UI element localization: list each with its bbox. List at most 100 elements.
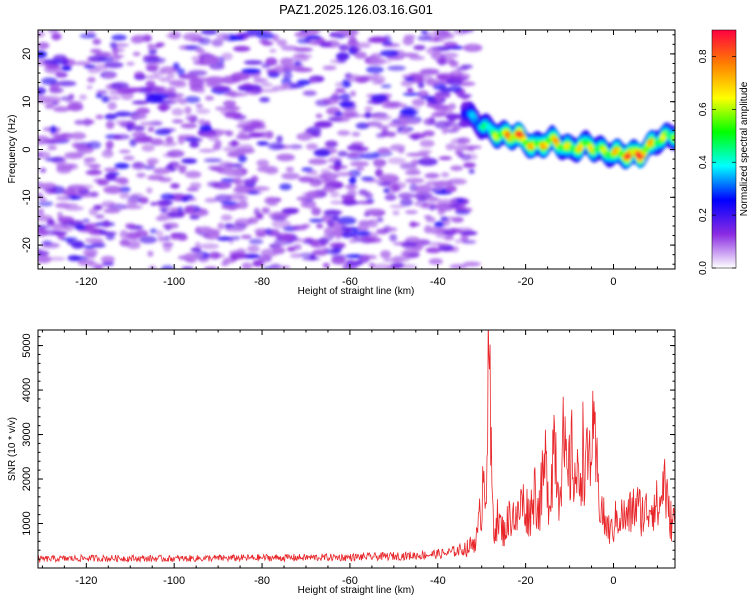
noise-blob: [102, 219, 110, 228]
noise-blob: [123, 155, 135, 161]
noise-blob: [449, 76, 468, 82]
noise-blob: [407, 237, 421, 243]
noise-blob: [82, 248, 98, 257]
noise-blob: [269, 48, 277, 53]
noise-blob: [302, 192, 318, 197]
noise-blob: [117, 178, 129, 186]
spectrogram-signal: [460, 101, 675, 170]
noise-blob: [79, 94, 87, 100]
noise-blob: [364, 208, 384, 214]
noise-blob: [189, 182, 202, 189]
noise-blob: [71, 240, 85, 249]
noise-blob: [289, 253, 303, 259]
noise-blob: [356, 167, 365, 171]
noise-blob: [374, 75, 386, 84]
noise-blob: [184, 96, 201, 104]
noise-blob: [276, 135, 283, 143]
noise-blob: [405, 177, 425, 184]
noise-blob: [166, 73, 176, 79]
noise-blob: [236, 134, 253, 140]
noise-blob: [214, 140, 222, 147]
noise-blob: [460, 30, 474, 33]
noise-blob: [420, 95, 436, 100]
noise-blob: [180, 123, 198, 129]
noise-blob: [414, 201, 421, 206]
noise-blob: [299, 252, 314, 257]
noise-blob: [417, 35, 433, 41]
spectrogram-y-ticks: -20 -10 0 10 20: [21, 34, 675, 265]
noise-blob: [104, 167, 118, 172]
noise-blob: [285, 166, 294, 173]
noise-blob: [259, 78, 269, 83]
noise-blob: [96, 90, 108, 95]
noise-blob: [82, 218, 90, 223]
noise-blob: [402, 92, 421, 96]
noise-blob: [425, 247, 442, 254]
noise-blob: [51, 33, 61, 41]
noise-blob: [261, 63, 271, 69]
noise-blob: [228, 90, 236, 97]
noise-blob: [348, 176, 357, 185]
noise-blob: [422, 152, 430, 161]
noise-blob: [345, 254, 365, 259]
noise-blob: [101, 149, 114, 158]
noise-blob: [294, 61, 302, 67]
noise-blob: [442, 230, 451, 235]
noise-blob: [247, 245, 260, 253]
noise-blob: [159, 66, 177, 74]
noise-blob: [335, 33, 346, 39]
noise-blob: [215, 106, 227, 111]
noise-blob: [240, 234, 252, 239]
noise-blob: [377, 181, 391, 186]
noise-blob: [170, 232, 180, 240]
noise-blob: [160, 193, 175, 200]
noise-blob: [100, 255, 115, 264]
noise-blob: [329, 190, 340, 198]
noise-blob: [330, 200, 344, 205]
noise-blob: [363, 212, 371, 217]
noise-blob: [216, 236, 233, 241]
noise-blob: [411, 134, 420, 141]
noise-blob: [360, 176, 375, 181]
noise-blob: [373, 59, 392, 64]
colorbar-tick-label: 0.4: [698, 155, 709, 169]
noise-blob: [302, 90, 317, 96]
spectrogram-heatmap: [38, 30, 675, 269]
x-tick-label: -40: [430, 575, 446, 587]
noise-blob: [45, 99, 61, 105]
noise-blob: [335, 88, 346, 94]
spectrogram-y-axis-label: Frequency (Hz): [7, 115, 18, 184]
noise-blob: [392, 210, 400, 216]
noise-blob: [279, 265, 291, 269]
noise-blob: [347, 144, 363, 152]
noise-blob: [441, 109, 454, 115]
noise-blob: [136, 107, 150, 115]
noise-blob: [380, 250, 391, 259]
noise-blob: [276, 39, 288, 47]
noise-blob: [281, 77, 292, 86]
noise-blob: [70, 132, 87, 140]
noise-blob: [205, 76, 225, 84]
y-tick-label: -20: [21, 237, 33, 253]
x-tick-label: -100: [163, 575, 185, 587]
noise-blob: [207, 135, 220, 142]
noise-blob: [153, 167, 171, 175]
noise-blob: [462, 261, 481, 267]
noise-blob: [46, 219, 55, 226]
noise-blob: [410, 167, 420, 172]
y-tick-label: 1000: [21, 511, 33, 535]
noise-blob: [322, 186, 336, 193]
noise-blob: [216, 32, 230, 41]
noise-blob: [346, 259, 355, 267]
noise-blob: [421, 203, 429, 208]
snr-series: [38, 330, 675, 564]
x-tick-label: -120: [75, 276, 97, 288]
noise-blob: [281, 207, 299, 215]
noise-blob: [341, 200, 360, 205]
noise-blob: [155, 230, 164, 238]
noise-blob: [348, 35, 357, 44]
noise-blob: [429, 204, 436, 211]
noise-blob: [313, 149, 331, 157]
y-tick-label: 20: [21, 48, 33, 60]
